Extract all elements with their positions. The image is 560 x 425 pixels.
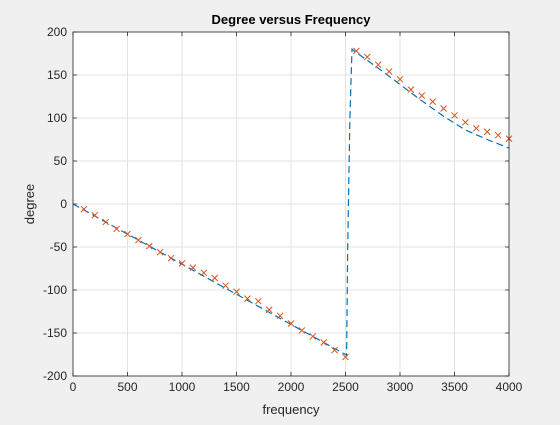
y-tick-label: -50: [50, 240, 68, 254]
x-marker-point: [320, 339, 328, 346]
y-tick-label: 150: [47, 68, 67, 82]
x-tick-label: 2000: [278, 380, 305, 394]
x-marker-point: [102, 218, 110, 226]
y-tick-label: -100: [43, 283, 67, 297]
series-dashed-line: [72, 48, 510, 357]
x-marker-point: [363, 53, 371, 61]
x-marker-point: [331, 346, 338, 354]
chart-title: Degree versus Frequency: [212, 12, 372, 27]
x-marker-point: [265, 306, 273, 314]
y-tick-label: 0: [60, 197, 67, 211]
x-tick-label: 1500: [223, 380, 250, 394]
x-axis-label: frequency: [262, 402, 320, 417]
x-marker-point: [342, 353, 349, 361]
x-marker-point: [254, 297, 262, 305]
x-marker-point: [462, 118, 469, 126]
x-marker-point: [113, 225, 120, 233]
x-marker-point: [374, 61, 382, 69]
x-marker-point: [309, 333, 317, 340]
x-marker-point: [353, 47, 360, 55]
x-marker-point: [222, 282, 229, 290]
x-marker-point: [472, 124, 480, 132]
x-marker-point: [494, 131, 502, 139]
x-marker-point: [418, 92, 426, 99]
dashed-series-line: [72, 48, 510, 357]
x-marker-point: [298, 327, 306, 334]
x-tick-label: 3000: [387, 380, 414, 394]
x-tick-label: 4000: [496, 380, 523, 394]
axes-box: [72, 31, 510, 377]
x-marker-point: [189, 264, 197, 271]
y-tick-label: -200: [43, 369, 67, 383]
x-marker-point: [451, 112, 458, 119]
x-marker-point: [429, 98, 437, 106]
y-tick-label: 100: [47, 111, 67, 125]
x-marker-point: [233, 288, 240, 296]
y-tick-label: 50: [54, 154, 68, 168]
x-marker-point: [407, 86, 415, 93]
x-marker-point: [287, 320, 295, 327]
x-marker-point: [124, 230, 131, 238]
x-marker-point: [167, 254, 175, 262]
x-marker-point: [178, 259, 186, 267]
x-marker-point: [91, 211, 99, 219]
x-marker-point: [135, 236, 142, 244]
x-marker-point: [80, 205, 88, 213]
x-tick-label: 1000: [169, 380, 196, 394]
y-tick-label: -150: [43, 326, 67, 340]
x-marker-point: [156, 248, 164, 256]
x-tick-label: 500: [117, 380, 137, 394]
tick-labels: 0 500 1000 1500 2000 2500 3000 3500 4000-200-150…: [43, 25, 523, 394]
x-marker-point: [200, 269, 208, 277]
x-marker-point: [145, 242, 153, 250]
x-marker-point: [440, 105, 447, 112]
x-marker-point: [483, 128, 491, 136]
y-axis-label: degree: [22, 184, 37, 224]
x-tick-label: 2500: [332, 380, 359, 394]
y-tick-label: 200: [47, 25, 67, 39]
x-marker-point: [396, 75, 404, 83]
x-marker-point: [211, 274, 219, 282]
series-x-markers: [80, 47, 513, 361]
x-tick-label: 0: [70, 380, 77, 394]
x-marker-point: [276, 312, 284, 320]
x-marker-point: [385, 68, 393, 75]
x-tick-label: 3500: [441, 380, 468, 394]
x-marker-point: [244, 295, 251, 302]
